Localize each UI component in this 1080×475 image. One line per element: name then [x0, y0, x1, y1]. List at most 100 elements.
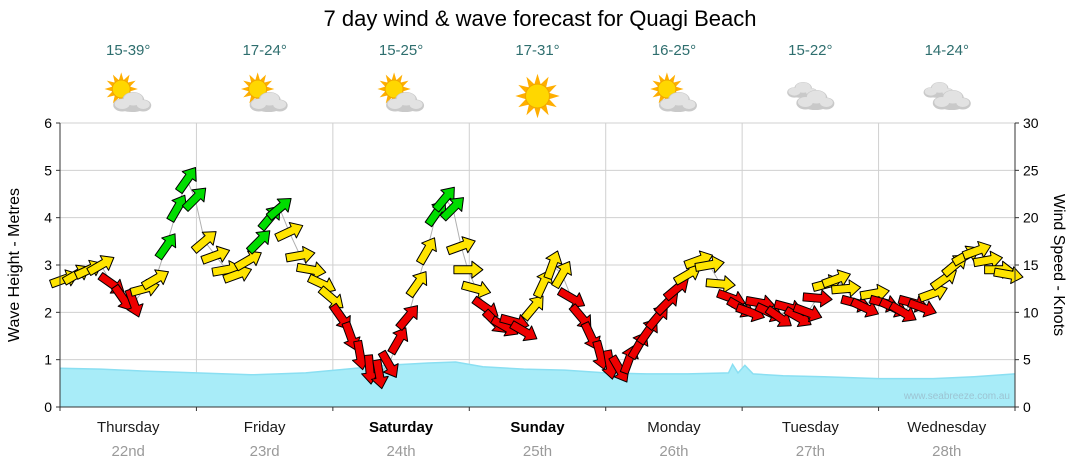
wind-arrow: [439, 197, 465, 222]
sun-ray: [533, 73, 542, 86]
cloud-highlight: [956, 98, 970, 107]
wind-connector-line: [63, 178, 1009, 375]
sun-ray: [118, 72, 124, 82]
sun-core: [657, 79, 677, 99]
wind-arrow-shape: [265, 198, 292, 221]
left-axis-title: Wave Height - Metres: [6, 187, 23, 343]
sun-ray: [377, 86, 387, 92]
wind-arrow: [140, 269, 169, 291]
temperature-range: 14-24°: [924, 42, 969, 59]
sun-core: [248, 79, 268, 99]
left-axis-tick-label: 4: [44, 210, 52, 226]
sun-ray: [265, 86, 275, 92]
wind-arrow: [446, 236, 476, 256]
chart-title: 7 day wind & wave forecast for Quagi Bea…: [323, 6, 757, 31]
wind-arrow: [274, 222, 304, 242]
wind-arrow-shape: [432, 186, 455, 213]
wind-arrow: [265, 198, 292, 221]
sun-core: [384, 79, 404, 99]
wind-arrow: [907, 298, 937, 318]
temperature-range: 17-24°: [242, 42, 287, 59]
wind-arrow: [453, 260, 484, 279]
day-name-label: Thursday: [96, 419, 160, 436]
left-axis-tick-label: 0: [44, 399, 52, 415]
sun-core: [525, 83, 550, 109]
wind-arrow-shape: [850, 297, 879, 318]
wind-arrow-shape: [859, 283, 890, 302]
right-axis-tick-label: 25: [1023, 162, 1039, 178]
sun-ray: [674, 86, 684, 92]
wind-arrow-shape: [446, 236, 476, 256]
wind-arrow-shape: [140, 269, 169, 291]
wind-arrow: [520, 295, 544, 322]
wind-arrow: [296, 261, 327, 280]
wind-arrow-shape: [377, 349, 399, 378]
wind-arrow-shape: [416, 237, 437, 266]
wind-arrow: [387, 327, 409, 356]
wind-arrow: [509, 320, 538, 342]
wind-arrow: [432, 186, 455, 213]
right-axis-tick-label: 0: [1023, 399, 1031, 415]
right-axis-tick-label: 15: [1023, 257, 1039, 273]
weather-icon-cloudy: [923, 82, 971, 110]
wind-arrow-shape: [907, 298, 937, 318]
wind-arrow: [972, 250, 1003, 269]
wind-arrow: [705, 275, 736, 294]
day-name-label: Tuesday: [781, 419, 839, 436]
wind-arrow-shape: [972, 250, 1003, 269]
wind-arrow-shape: [961, 240, 992, 260]
right-axis-tick-label: 30: [1023, 115, 1039, 131]
weather-icon-sunny: [515, 73, 560, 119]
sun-ray: [240, 86, 250, 92]
wind-arrow: [175, 167, 197, 195]
wind-arrow: [416, 237, 437, 266]
right-axis-tick-label: 10: [1023, 304, 1039, 320]
wind-arrow: [200, 245, 231, 265]
wind-arrow-shape: [993, 266, 1024, 285]
wind-arrow-shape: [175, 167, 197, 195]
wind-arrow: [850, 297, 879, 318]
sun-ray: [401, 86, 411, 92]
temperature-range: 16-25°: [651, 42, 697, 59]
temperature-range: 15-39°: [106, 42, 151, 59]
sun-ray: [664, 72, 670, 82]
sun-ray: [515, 92, 528, 100]
watermark: www.seabreeze.com.au: [903, 391, 1010, 402]
day-date-label: 28th: [932, 443, 962, 460]
day-date-label: 27th: [795, 443, 825, 460]
right-axis-tick-label: 5: [1023, 352, 1031, 368]
wind-arrow-shape: [124, 287, 144, 318]
cloud-highlight: [136, 100, 150, 109]
day-date-label: 26th: [659, 443, 689, 460]
wind-arrow-shape: [831, 279, 862, 298]
sun-ray: [391, 72, 397, 82]
wind-arrow-shape: [296, 261, 327, 280]
wind-arrow: [461, 280, 492, 299]
weather-icon-partly-cloudy: [650, 72, 697, 112]
wind-arrow-shape: [395, 305, 419, 331]
cloud-highlight: [409, 100, 423, 109]
wind-arrow: [285, 245, 316, 264]
wind-arrow: [395, 305, 419, 331]
wind-arrow-shape: [200, 245, 231, 265]
wind-arrow: [154, 233, 177, 261]
wind-arrow-shape: [274, 222, 304, 242]
wind-arrow-shape: [764, 305, 792, 327]
sun-ray: [650, 86, 660, 92]
wind-arrow-shape: [371, 358, 389, 390]
day-name-label: Friday: [243, 419, 286, 436]
wind-arrow-shape: [694, 255, 725, 274]
sun-ray: [128, 86, 138, 92]
wind-arrow-shape: [520, 295, 544, 322]
wind-arrow-shape: [387, 327, 409, 356]
sun-ray: [254, 72, 261, 82]
wind-arrow: [993, 266, 1024, 285]
wind-arrow-shape: [439, 197, 465, 222]
wind-arrow: [961, 240, 992, 260]
wind-arrow: [124, 287, 144, 318]
day-name-label: Sunday: [510, 419, 565, 436]
wind-arrow: [859, 283, 890, 302]
wind-arrow: [86, 255, 115, 276]
wind-arrow: [377, 349, 399, 378]
